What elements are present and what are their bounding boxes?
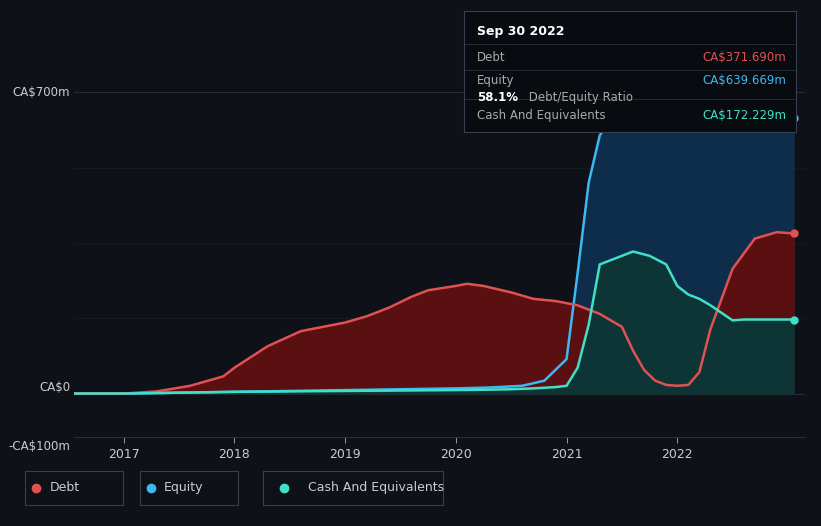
Text: Sep 30 2022: Sep 30 2022 xyxy=(477,25,565,38)
Text: CA$0: CA$0 xyxy=(39,381,71,394)
Text: -CA$100m: -CA$100m xyxy=(8,440,71,452)
Text: CA$172.229m: CA$172.229m xyxy=(703,109,787,122)
Text: Debt: Debt xyxy=(49,481,80,494)
Text: Cash And Equivalents: Cash And Equivalents xyxy=(308,481,444,494)
Text: Equity: Equity xyxy=(477,74,515,87)
Text: Cash And Equivalents: Cash And Equivalents xyxy=(477,109,606,122)
Text: CA$700m: CA$700m xyxy=(13,86,71,99)
Text: Debt: Debt xyxy=(477,50,506,64)
Text: CA$639.669m: CA$639.669m xyxy=(703,74,787,87)
Text: CA$371.690m: CA$371.690m xyxy=(703,50,787,64)
Text: Debt/Equity Ratio: Debt/Equity Ratio xyxy=(525,90,633,104)
Text: 58.1%: 58.1% xyxy=(477,90,518,104)
Text: Equity: Equity xyxy=(164,481,204,494)
